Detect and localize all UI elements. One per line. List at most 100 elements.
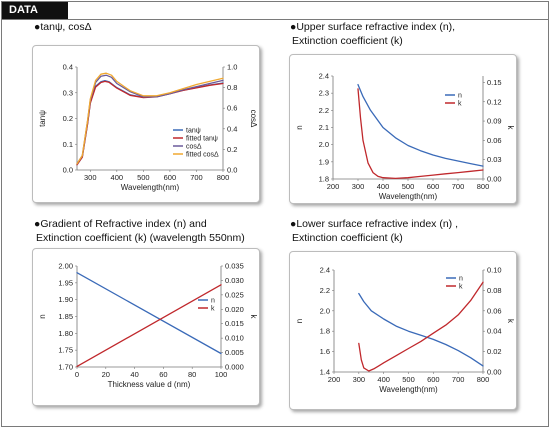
series-line-1: [76, 284, 222, 368]
chart-card-tan-cos: 0.0 0.1 0.2 0.3 0.4 0.0 0.2 0.4 0.6 0.8 1.0 300 400 5…: [32, 45, 260, 203]
x-tick-label: 300: [352, 182, 365, 191]
y2-tick-label: 0.035: [225, 262, 244, 271]
series-line-0: [357, 83, 484, 167]
x-axis-title: Wavelength(nm): [379, 192, 438, 201]
chart-upper-surface: 1.8 1.9 2.0 2.1 2.2 2.3 2.4 0.00 0.03 0.06 0.09 0.1…: [295, 72, 515, 202]
x-tick-label: 0: [75, 370, 79, 379]
y-tick-label: 0.2: [63, 114, 73, 123]
panel-title-line: ●Upper surface refractive index (n),: [290, 21, 456, 33]
section-tab: DATA: [2, 2, 68, 19]
series-line-0: [76, 272, 222, 355]
y2-tick-label: 0.005: [225, 348, 244, 357]
legend-label: k: [458, 101, 462, 108]
y2-tick-label: 0.06: [487, 136, 502, 145]
y-tick-label: 2.0: [319, 140, 329, 149]
legend-label: n: [459, 276, 463, 283]
legend-label: k: [459, 284, 463, 291]
x-tick-label: 400: [111, 173, 124, 182]
y2-tick-label: 0.10: [487, 266, 502, 275]
y2-tick-label: 0.12: [487, 97, 502, 106]
y2-tick-label: 0.15: [487, 78, 502, 87]
y2-tick-label: 0.030: [225, 276, 244, 285]
y2-tick-label: 0.04: [487, 327, 502, 336]
panel-title-gradient: ●Gradient of Refractive index (n) and Ex…: [34, 217, 245, 245]
chart-card-upper-surface: 1.8 1.9 2.0 2.1 2.2 2.3 2.4 0.00 0.03 0.06 0.09 0.1…: [289, 54, 517, 204]
x-tick-label: 500: [402, 182, 415, 191]
x-tick-label: 80: [188, 370, 196, 379]
panel-title-line: Extinction coefficient (k): [292, 232, 403, 244]
x-tick-label: 800: [477, 182, 490, 191]
x-tick-label: 20: [102, 370, 110, 379]
panel-title-tan-cos: ●tanψ, cosΔ: [34, 20, 92, 34]
y2-axis-title: k: [249, 315, 258, 320]
y2-tick-label: 0.00: [487, 175, 502, 184]
y2-tick-label: 0.020: [225, 305, 244, 314]
y2-tick-label: 0.000: [225, 363, 244, 372]
x-tick-label: 700: [452, 375, 465, 384]
panel-title-upper-surface: ●Upper surface refractive index (n), Ext…: [290, 20, 455, 48]
x-tick-label: 800: [477, 375, 490, 384]
y2-tick-label: 0.0: [227, 166, 237, 175]
legend-label: k: [211, 306, 215, 313]
y2-tick-label: 0.09: [487, 117, 502, 126]
y2-tick-label: 0.03: [487, 155, 502, 164]
x-tick-label: 400: [377, 182, 390, 191]
x-tick-label: 400: [377, 375, 390, 384]
y-tick-label: 2.3: [319, 89, 329, 98]
y2-tick-label: 0.010: [225, 334, 244, 343]
x-axis-title: Thickness value d (nm): [108, 380, 191, 389]
y2-tick-label: 0.015: [225, 319, 244, 328]
series-line-1: [357, 88, 484, 180]
x-tick-label: 200: [328, 375, 341, 384]
x-tick-label: 500: [137, 173, 150, 182]
legend-label: fitted cosΔ: [186, 152, 219, 159]
panel-title-line: ●Gradient of Refractive index (n) and: [34, 218, 207, 230]
y-tick-label: 0.0: [63, 166, 73, 175]
chart-tan-cos: 0.0 0.1 0.2 0.3 0.4 0.0 0.2 0.4 0.6 0.8 1.0 300 400 5…: [38, 63, 258, 193]
y2-tick-label: 0.025: [225, 290, 244, 299]
x-tick-label: 100: [215, 370, 228, 379]
y2-tick-label: 0.8: [227, 83, 237, 92]
panel-title-line: Extinction coefficient (k): [292, 35, 403, 47]
y2-axis-title: cosΔ: [249, 110, 258, 128]
x-tick-label: 300: [353, 375, 366, 384]
y2-tick-label: 0.4: [227, 124, 237, 133]
series-line-1: [358, 281, 484, 372]
x-tick-label: 600: [427, 182, 440, 191]
x-tick-label: 700: [190, 173, 203, 182]
x-axis-title: Wavelength(nm): [121, 183, 180, 192]
y-tick-label: 1.85: [58, 312, 73, 321]
y-tick-label: 1.4: [320, 368, 330, 377]
y-tick-label: 1.8: [319, 175, 329, 184]
legend-label: tanψ: [186, 128, 201, 135]
header-bar: DATA: [2, 2, 548, 20]
y2-tick-label: 0.08: [487, 286, 502, 295]
y-tick-label: 0.3: [63, 88, 73, 97]
y-tick-label: 1.9: [319, 157, 329, 166]
y-tick-label: 1.80: [58, 329, 73, 338]
legend-label: n: [458, 93, 462, 100]
chart-card-lower-surface: 1.4 1.6 1.8 2.0 2.2 2.4 0.00 0.02 0.04 0.06 0.08 0.…: [289, 251, 517, 410]
chart-card-gradient: 1.70 1.75 1.80 1.85 1.90 1.95 2.00 0.000 0.005 0.…: [32, 248, 260, 406]
legend-label: fitted tanψ: [186, 136, 218, 143]
panel-title-line: ●tanψ, cosΔ: [34, 21, 92, 33]
y2-axis-title: k: [506, 319, 515, 324]
x-tick-label: 700: [452, 182, 465, 191]
y2-tick-label: 0.00: [487, 368, 502, 377]
panel-title-line: Extinction coefficient (k) (wavelength 5…: [36, 232, 245, 244]
x-tick-label: 200: [327, 182, 340, 191]
y-tick-label: 2.1: [319, 123, 329, 132]
x-tick-label: 600: [427, 375, 440, 384]
x-axis-title: Wavelength(nm): [379, 385, 438, 394]
y-tick-label: 2.2: [319, 106, 329, 115]
y-axis-title: n: [295, 319, 304, 323]
y2-tick-label: 1.0: [227, 63, 237, 72]
y-tick-label: 2.2: [320, 286, 330, 295]
y-tick-label: 2.4: [319, 72, 329, 81]
y-tick-label: 2.4: [320, 266, 330, 275]
y-axis-title: tanψ: [38, 110, 47, 127]
y2-tick-label: 0.2: [227, 145, 237, 154]
x-tick-label: 40: [130, 370, 138, 379]
legend-label: n: [211, 298, 215, 305]
y-tick-label: 1.95: [58, 278, 73, 287]
